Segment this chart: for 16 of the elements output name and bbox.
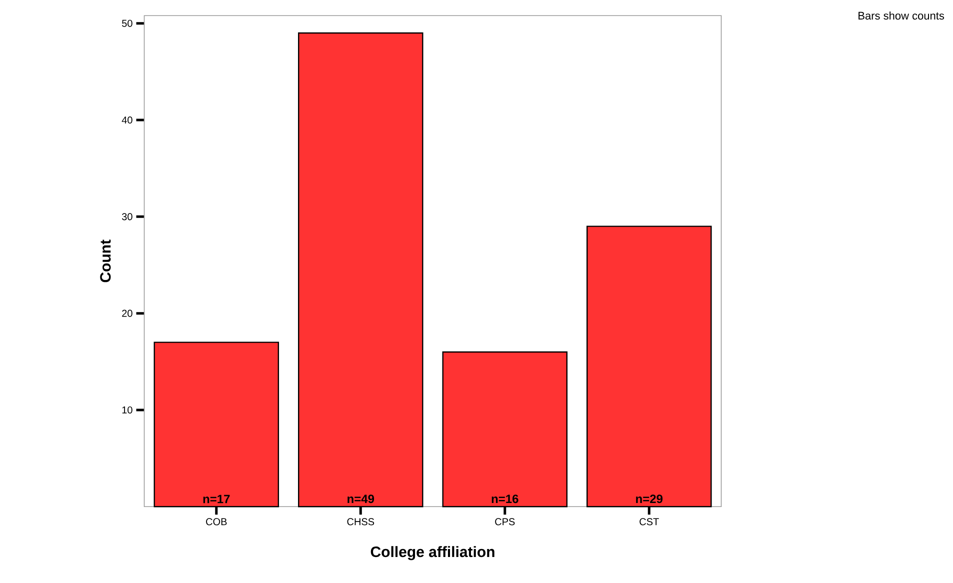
x-tick-label: CHSS [347, 518, 374, 526]
x-tick-label: CPS [495, 518, 515, 526]
x-axis-title: College affiliation [370, 546, 494, 560]
x-tick-label: CST [640, 518, 659, 526]
y-tick-label: 30 [122, 213, 132, 220]
text: Bars show counts [858, 12, 944, 20]
data-label: n=17 [203, 494, 230, 504]
y-tick-label: 40 [122, 116, 132, 124]
y-tick-label: 20 [122, 310, 132, 317]
data-label: n=16 [492, 494, 518, 504]
y-tick-label: 50 [122, 20, 132, 27]
data-label: n=49 [348, 494, 374, 504]
y-tick-label: 10 [122, 406, 132, 414]
data-label: n=29 [636, 494, 663, 504]
x-tick-label: COB [206, 518, 227, 526]
y-axis-title: Count [100, 240, 111, 282]
